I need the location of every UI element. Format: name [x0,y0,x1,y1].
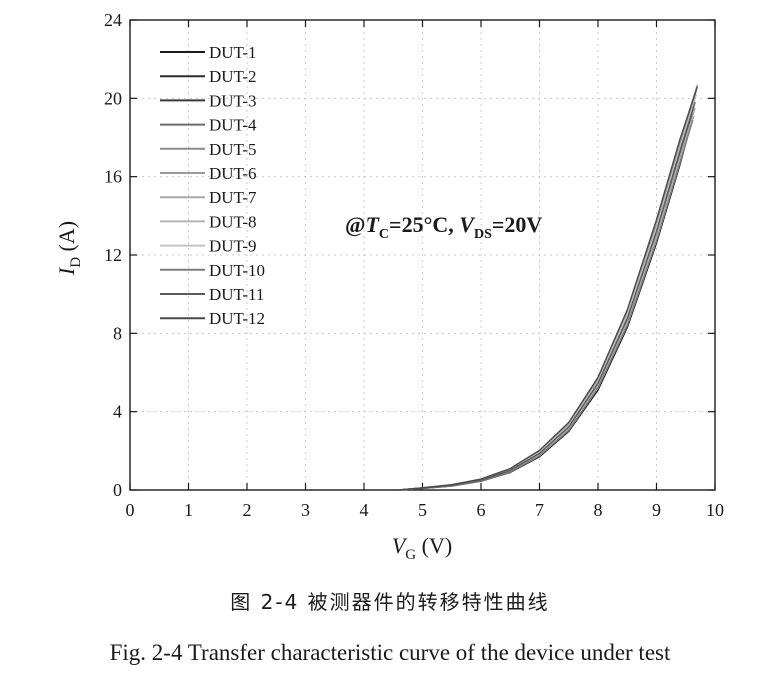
series-line-dut-8 [399,115,695,491]
legend: DUT-1 DUT-2 DUT-3 DUT-4 DUT-5 DUT-6 DUT-7 DUT-8… [160,43,265,328]
x-tick-label: 5 [418,500,427,520]
x-tick-label: 4 [360,500,369,520]
legend-label: DUT-12 [209,309,265,328]
x-tick-label: 3 [301,500,310,520]
x-tick-label: 10 [706,500,724,520]
x-axis-title: VG (V) [392,533,452,563]
legend-label: DUT-2 [209,67,257,86]
legend-label: DUT-8 [209,212,257,231]
series-lines [399,84,699,491]
legend-label: DUT-11 [209,285,264,304]
condition-annotation: @TC=25°C, VDS=20V [345,212,542,242]
y-tick-label: 4 [113,402,122,422]
legend-label: DUT-4 [209,116,257,135]
legend-label: DUT-10 [209,261,265,280]
series-line-dut-7 [399,107,696,491]
series-line-dut-6 [399,84,699,491]
series-line-dut-9 [399,94,697,491]
legend-label: DUT-6 [209,164,257,183]
series-line-dut-2 [399,113,694,491]
series-line-dut-12 [399,86,699,491]
y-tick-label: 24 [104,10,122,30]
series-line-dut-5 [399,90,697,491]
y-axis-title: ID (A) [54,221,84,276]
y-tick-label: 16 [104,167,122,187]
y-tick-label: 12 [104,245,122,265]
legend-label: DUT-7 [209,188,257,207]
figure-caption-english: Fig. 2-4 Transfer characteristic curve o… [109,640,671,665]
x-tick-label: 8 [594,500,603,520]
x-tick-label: 9 [652,500,661,520]
x-tick-label: 0 [126,500,135,520]
x-tick-label: 1 [184,500,193,520]
y-tick-label: 20 [104,88,122,108]
figure-caption-chinese: 图 2-4 被测器件的转移特性曲线 [230,590,550,614]
x-tick-label: 2 [243,500,252,520]
y-tick-label: 0 [113,480,122,500]
legend-label: DUT-3 [209,91,257,110]
x-tick-label: 7 [535,500,544,520]
x-tick-label: 6 [477,500,486,520]
y-tick-label: 8 [113,323,122,343]
series-line-dut-4 [399,98,696,491]
legend-label: DUT-1 [209,43,257,62]
series-line-dut-11 [399,101,696,491]
legend-label: DUT-5 [209,140,257,159]
series-line-dut-3 [399,106,695,491]
legend-label: DUT-9 [209,237,257,256]
series-line-dut-10 [399,119,694,491]
